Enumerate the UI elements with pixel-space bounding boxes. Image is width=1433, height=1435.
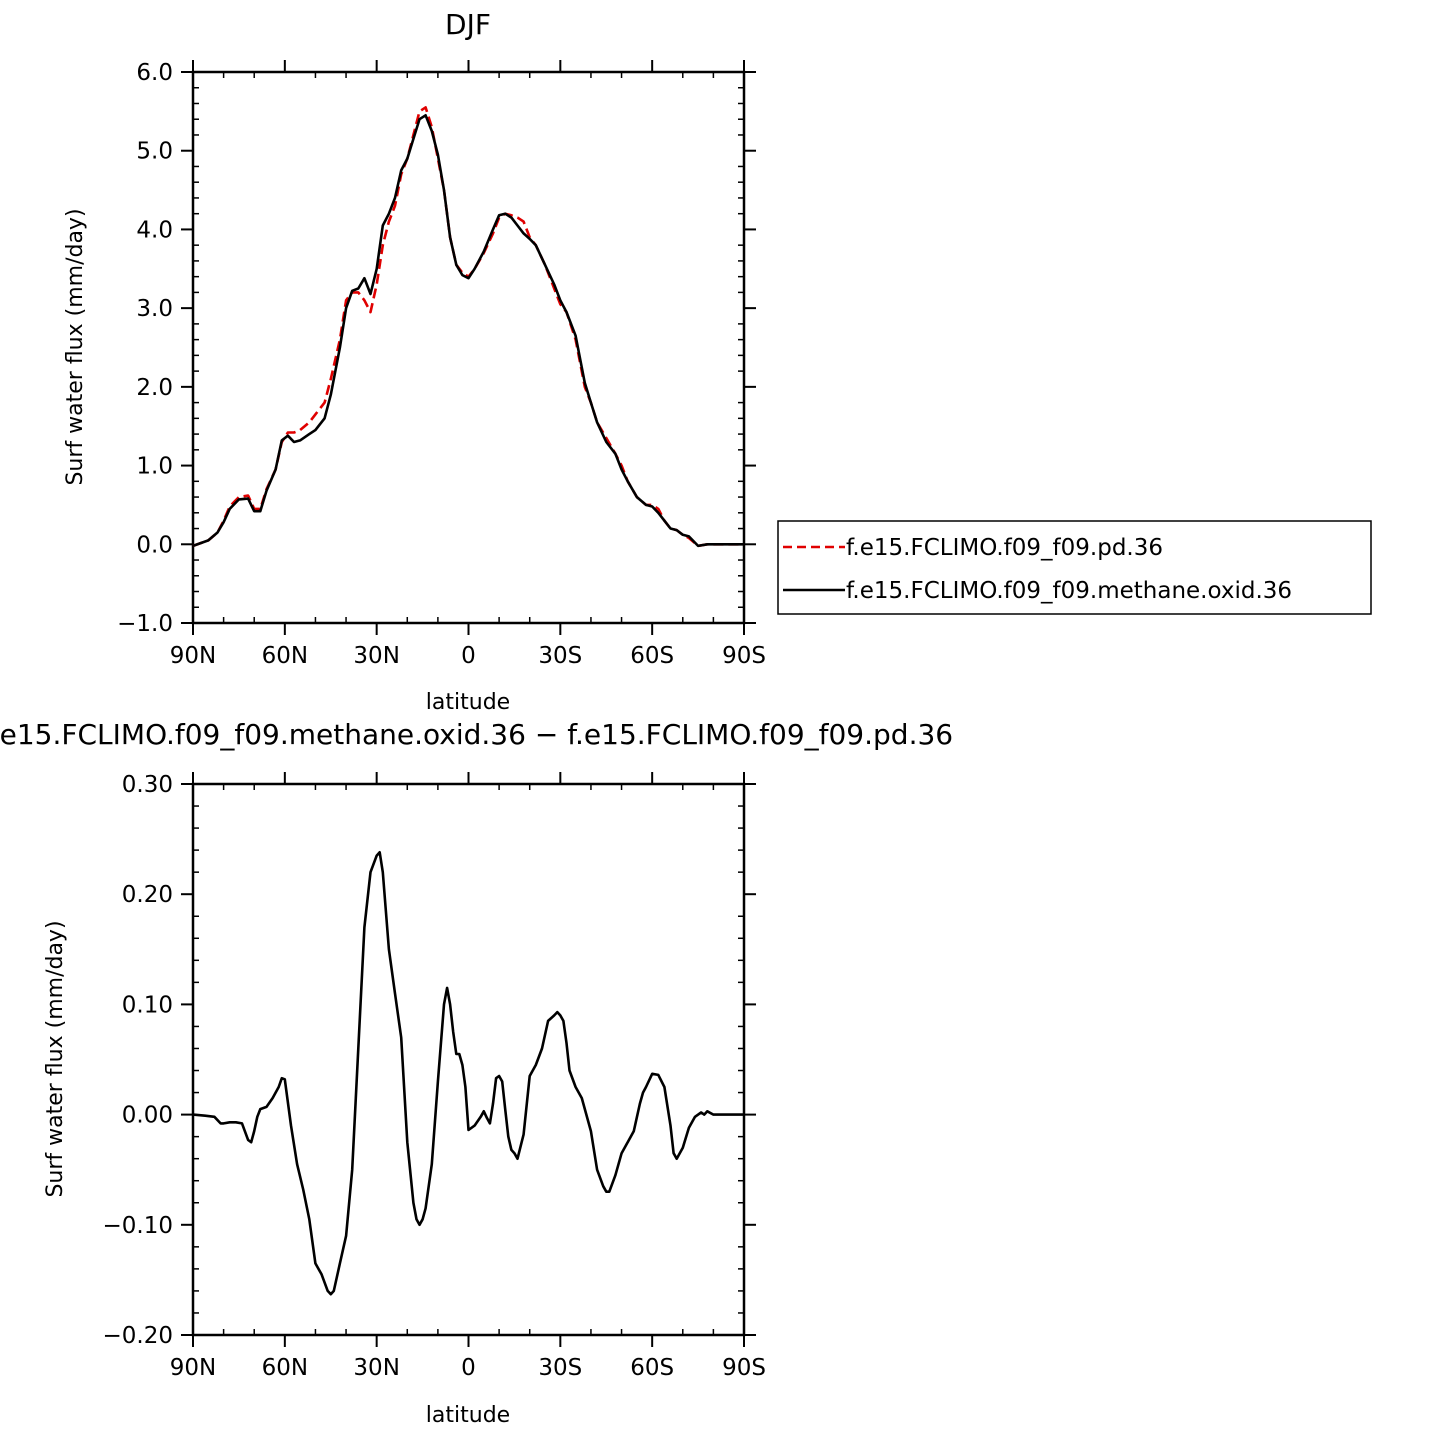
x-tick-label: 0 — [461, 643, 476, 669]
legend-box — [777, 520, 1372, 615]
bottom-panel: f.e15.FCLIMO.f09_f09.methane.oxid.36 − f… — [0, 718, 953, 1428]
y-tick-label: −0.20 — [103, 1323, 173, 1349]
y-tick-label: 0.00 — [122, 1103, 173, 1129]
y-tick-label: 4.0 — [136, 217, 173, 243]
bottom-x-axis-label: latitude — [426, 1403, 510, 1428]
x-tick-label: 30N — [353, 1355, 399, 1381]
top-chart-title: DJF — [445, 8, 491, 41]
y-tick-label: −1.0 — [117, 611, 173, 637]
legend-label-methane: f.e15.FCLIMO.f09_f09.methane.oxid.36 — [846, 578, 1292, 604]
x-tick-label: 90S — [722, 643, 766, 669]
y-tick-label: 6.0 — [136, 60, 173, 86]
top-x-ticks: 90N 60N 30N 0 30S 60S 90S — [170, 60, 766, 669]
y-tick-label: 0.30 — [122, 772, 173, 798]
x-tick-label: 90N — [170, 1355, 216, 1381]
x-tick-label: 90S — [722, 1355, 766, 1381]
bottom-x-ticks: 90N 60N 30N 0 30S 60S 90S — [170, 772, 766, 1381]
top-x-axis-label: latitude — [426, 690, 510, 715]
x-tick-label: 60S — [630, 1355, 674, 1381]
y-tick-label: 0.0 — [136, 532, 173, 558]
series-line-solid — [192, 114, 744, 548]
top-y-axis-label: Surf water flux (mm/day) — [63, 208, 88, 485]
x-tick-label: 0 — [461, 1355, 476, 1381]
x-tick-label: 60S — [630, 643, 674, 669]
x-tick-label: 90N — [170, 643, 216, 669]
bottom-y-ticks: −0.20 −0.10 0.00 0.10 0.20 0.30 — [103, 772, 756, 1349]
y-tick-label: 2.0 — [136, 375, 173, 401]
x-tick-label: 30N — [353, 643, 399, 669]
y-tick-label: 0.10 — [122, 992, 173, 1018]
series-line-dashed — [192, 106, 744, 548]
legend: f.e15.FCLIMO.f09_f09.pd.36 f.e15.FCLIMO.… — [777, 520, 1372, 615]
top-panel: DJF −1.0 0.0 1.0 2.0 3.0 4.0 5.0 6.0 90N 60N 30N 0… — [63, 8, 766, 715]
x-tick-label: 30S — [538, 1355, 582, 1381]
legend-label-pd: f.e15.FCLIMO.f09_f09.pd.36 — [846, 535, 1163, 561]
top-y-ticks: −1.0 0.0 1.0 2.0 3.0 4.0 5.0 6.0 — [117, 60, 756, 637]
bottom-y-axis-label: Surf water flux (mm/day) — [43, 920, 68, 1197]
bottom-chart-title: f.e15.FCLIMO.f09_f09.methane.oxid.36 − f… — [0, 718, 953, 751]
y-tick-label: 1.0 — [136, 454, 173, 480]
top-series-lines — [192, 106, 744, 548]
x-tick-label: 60N — [262, 643, 308, 669]
y-tick-label: 3.0 — [136, 296, 173, 322]
bottom-plot-frame — [191, 782, 746, 1337]
x-tick-label: 60N — [262, 1355, 308, 1381]
y-tick-label: 0.20 — [122, 882, 173, 908]
bottom-series-lines — [192, 851, 744, 1296]
x-tick-label: 30S — [538, 643, 582, 669]
y-tick-label: −0.10 — [103, 1213, 173, 1239]
top-plot-frame — [191, 70, 746, 625]
y-tick-label: 5.0 — [136, 139, 173, 165]
series-line-solid — [192, 851, 744, 1296]
